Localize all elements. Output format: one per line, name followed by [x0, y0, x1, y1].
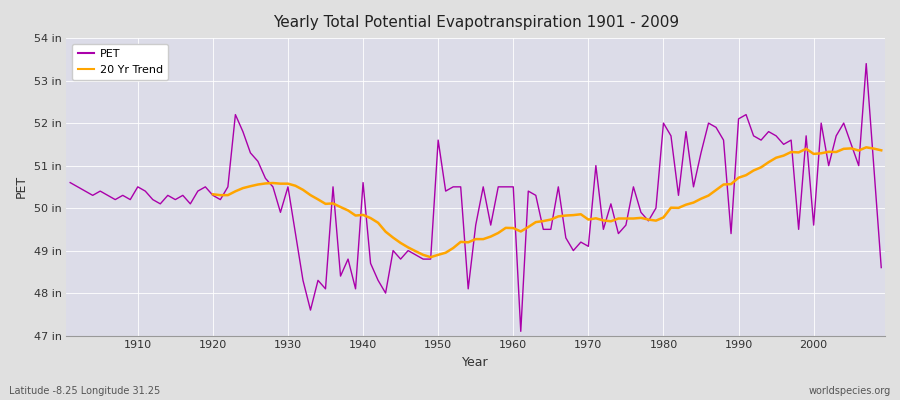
Y-axis label: PET: PET	[15, 175, 28, 198]
Legend: PET, 20 Yr Trend: PET, 20 Yr Trend	[72, 44, 168, 80]
Title: Yearly Total Potential Evapotranspiration 1901 - 2009: Yearly Total Potential Evapotranspiratio…	[273, 15, 679, 30]
Text: Latitude -8.25 Longitude 31.25: Latitude -8.25 Longitude 31.25	[9, 386, 160, 396]
Text: worldspecies.org: worldspecies.org	[809, 386, 891, 396]
X-axis label: Year: Year	[463, 356, 489, 369]
